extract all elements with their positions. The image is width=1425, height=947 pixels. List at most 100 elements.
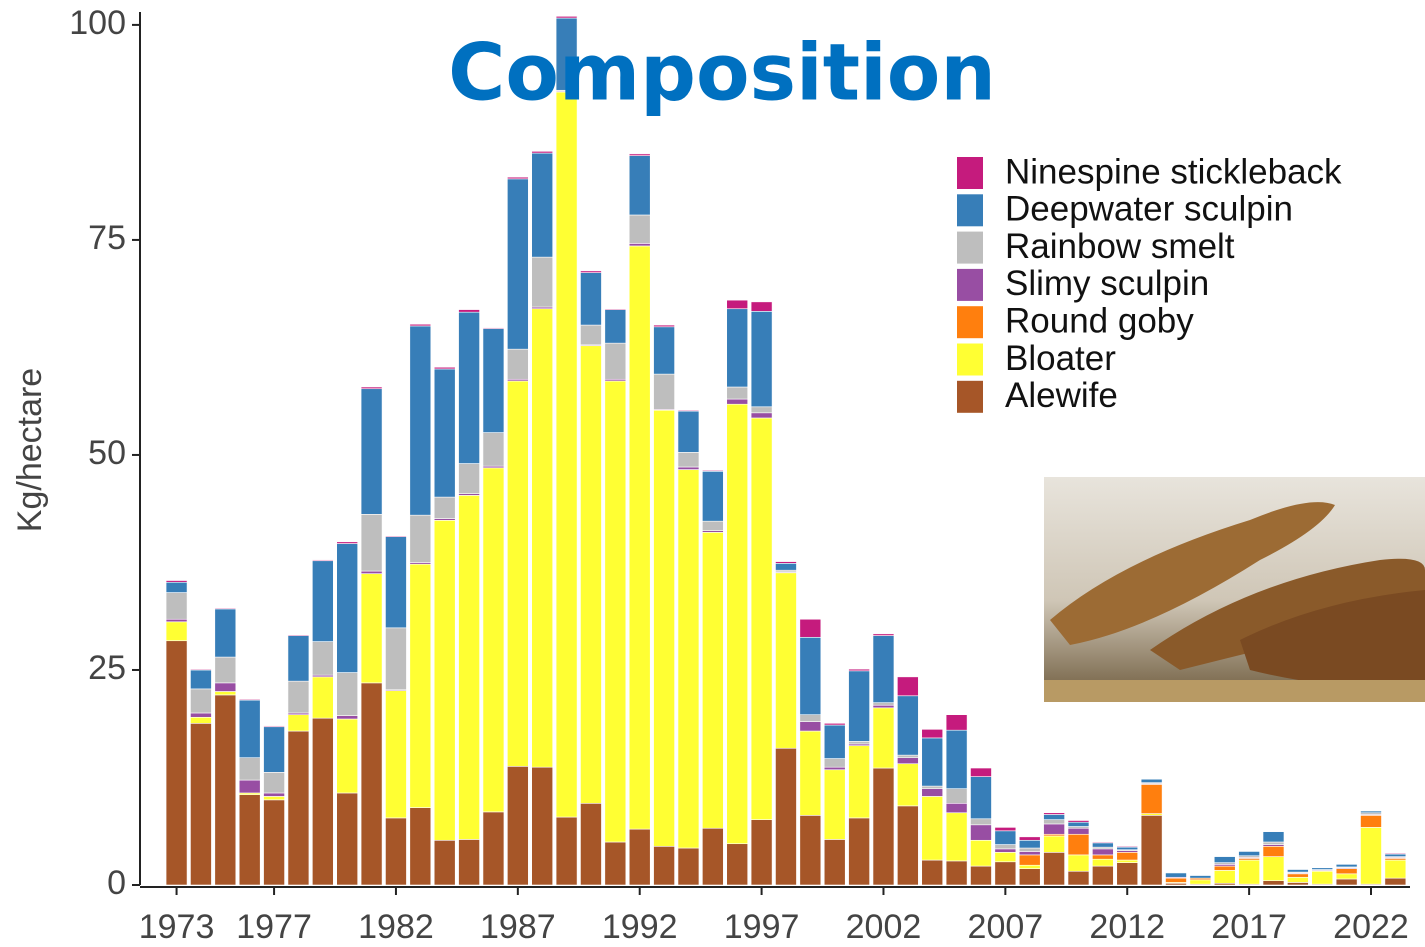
bar-segment	[238, 757, 261, 781]
bar-segment	[1018, 864, 1041, 869]
bar-segment	[677, 409, 700, 412]
bar-segment	[1189, 879, 1212, 885]
bar-segment	[1092, 841, 1114, 844]
bar-segment	[872, 635, 895, 703]
bar-segment	[1384, 877, 1407, 886]
y-tick-label: 75	[88, 219, 126, 257]
bar-segment	[726, 386, 749, 400]
bar-segment	[531, 256, 554, 308]
bar-segment	[677, 469, 700, 849]
bar-segment	[482, 328, 505, 433]
bar-segment	[1360, 810, 1382, 814]
bar-segment	[897, 695, 919, 756]
x-tick-label: 1992	[602, 908, 678, 946]
bar-segment	[604, 380, 627, 843]
bar-segment	[653, 326, 675, 375]
fish-shape	[1150, 558, 1425, 670]
bar-segment	[945, 860, 968, 886]
bar-segment	[897, 763, 919, 807]
bar-segment	[482, 327, 505, 329]
bar-segment	[433, 366, 456, 370]
bar-segment	[628, 828, 651, 886]
bar-segment	[165, 618, 188, 623]
bar-segment	[1262, 845, 1285, 857]
bar-segment	[1092, 854, 1114, 860]
bar-segment	[287, 714, 310, 732]
bar-segment	[1238, 851, 1260, 857]
y-axis-label: Kg/hectare	[11, 368, 49, 532]
bar-segment	[580, 345, 602, 804]
bar-segment	[726, 299, 749, 310]
bar-segment	[653, 845, 675, 886]
bar-segment	[677, 410, 700, 453]
bar-segment	[1140, 815, 1163, 886]
bar-segment	[433, 839, 456, 886]
bar-segment	[1140, 784, 1163, 814]
bar-segment	[823, 723, 846, 726]
bar-segment	[848, 670, 870, 742]
bar-segment	[1043, 835, 1065, 853]
bar-segment	[945, 729, 968, 789]
bar-segment	[872, 707, 895, 769]
bar-segment	[336, 715, 358, 720]
bar-segment	[604, 841, 627, 886]
bar-segment	[823, 769, 846, 840]
bar-segment	[165, 640, 188, 886]
bar-segment	[336, 543, 358, 673]
bar-segment	[360, 682, 383, 886]
bar-segment	[848, 741, 870, 745]
bar-segment	[1213, 865, 1236, 871]
bar-segment	[1335, 868, 1358, 875]
bar-segment	[263, 725, 285, 728]
bar-segment	[1287, 876, 1309, 883]
bar-segment	[750, 412, 773, 419]
bar-segment	[458, 463, 480, 494]
bar-segment	[1335, 873, 1358, 880]
bar-segment	[433, 496, 456, 519]
bar-segment	[287, 634, 310, 636]
bar-segment	[945, 802, 968, 814]
bar-segment	[604, 308, 627, 310]
bar-segment	[1384, 859, 1407, 879]
legend-label: Round goby	[1005, 301, 1194, 340]
bar-segment	[190, 716, 212, 724]
bar-segment	[799, 721, 822, 732]
bar-segment	[921, 796, 944, 861]
bar-segment	[1018, 854, 1041, 866]
bar-segment	[507, 380, 529, 767]
bar-segment	[726, 308, 749, 388]
legend-label: Rainbow smelt	[1005, 227, 1235, 266]
bar-segment	[921, 737, 944, 787]
bar-segment	[1067, 820, 1090, 823]
bar-segment	[970, 839, 992, 867]
bar-segment	[580, 270, 602, 273]
bar-segment	[628, 245, 651, 830]
bar-segment	[897, 676, 919, 697]
bar-segment	[312, 717, 334, 886]
bar-segment	[1287, 882, 1309, 886]
bar-segment	[165, 581, 188, 593]
bar-segment	[190, 712, 212, 718]
legend-swatch	[957, 231, 983, 264]
bar-segment	[1165, 877, 1187, 883]
y-tick-label: 0	[107, 864, 126, 902]
bar-segment	[677, 847, 700, 886]
bar-segment	[1238, 859, 1260, 885]
bar-segment	[872, 704, 895, 709]
bar-segment	[336, 718, 358, 794]
bar-segment	[238, 779, 261, 794]
bar-segment	[507, 348, 529, 380]
bar-segment	[653, 324, 675, 328]
bar-segment	[1043, 819, 1065, 825]
bar-segment	[1116, 862, 1139, 886]
bar-segment	[287, 730, 310, 886]
bar-segment	[1043, 852, 1065, 886]
bar-segment	[1213, 856, 1236, 863]
bar-segment	[921, 729, 944, 739]
bar-segment	[921, 859, 944, 886]
bar-segment	[750, 301, 773, 312]
bar-segment	[628, 155, 651, 216]
bar-segment	[214, 607, 237, 610]
bar-segment	[555, 816, 578, 886]
x-tick-label: 2022	[1333, 908, 1409, 946]
